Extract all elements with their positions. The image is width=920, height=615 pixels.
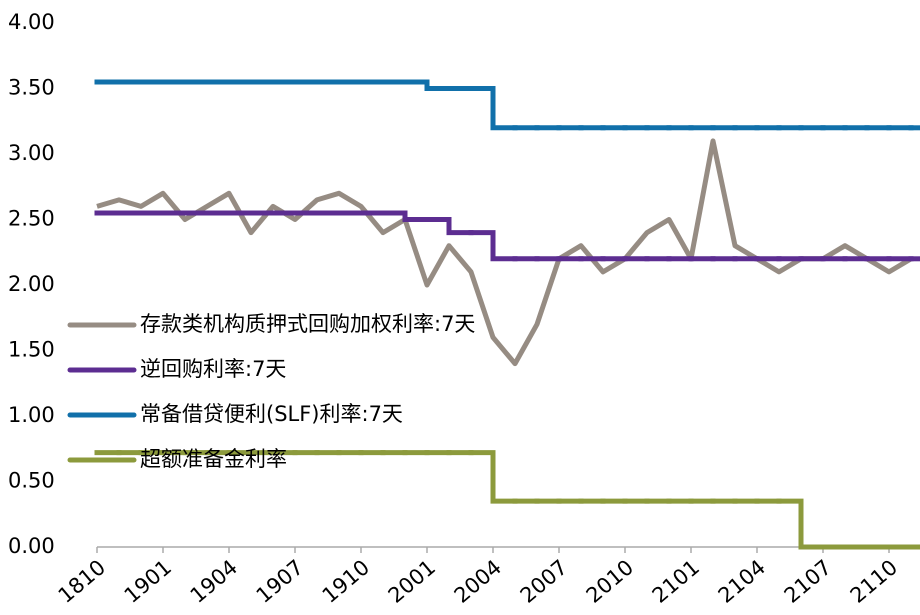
y-tick-label: 2.50 bbox=[8, 207, 55, 231]
y-tick-label: 0.00 bbox=[8, 534, 55, 558]
series-line bbox=[96, 138, 913, 367]
legend-label: 常备借贷便利(SLF)利率:7天 bbox=[140, 402, 403, 426]
y-tick-label: 0.50 bbox=[8, 469, 55, 493]
x-tick-label: 1907 bbox=[252, 555, 308, 608]
x-tick-label: 2104 bbox=[714, 555, 770, 608]
y-tick-label: 4.00 bbox=[8, 10, 55, 34]
y-tick-label: 1.50 bbox=[8, 338, 55, 362]
y-tick-label: 1.00 bbox=[8, 403, 55, 427]
x-tick-label: 1901 bbox=[120, 555, 176, 608]
x-tick-label: 2007 bbox=[516, 555, 572, 608]
x-tick-label: 2010 bbox=[582, 555, 638, 608]
y-tick-label: 3.00 bbox=[8, 141, 55, 165]
y-tick-label: 3.50 bbox=[8, 76, 55, 100]
x-tick-label: 1910 bbox=[318, 555, 374, 608]
legend-label: 存款类机构质押式回购加权利率:7天 bbox=[140, 312, 475, 336]
x-tick-label: 2001 bbox=[384, 555, 440, 608]
legend-label: 超额准备金利率 bbox=[140, 447, 287, 471]
x-tick-label: 2101 bbox=[648, 555, 704, 608]
x-tick-label: 2004 bbox=[450, 555, 506, 608]
y-tick-label: 2.00 bbox=[8, 272, 55, 296]
x-tick-label: 2107 bbox=[780, 555, 836, 608]
x-tick-label: 1810 bbox=[54, 555, 110, 608]
x-tick-label: 2110 bbox=[846, 555, 902, 608]
legend-label: 逆回购利率:7天 bbox=[140, 357, 286, 381]
x-tick-label: 1904 bbox=[186, 555, 242, 608]
